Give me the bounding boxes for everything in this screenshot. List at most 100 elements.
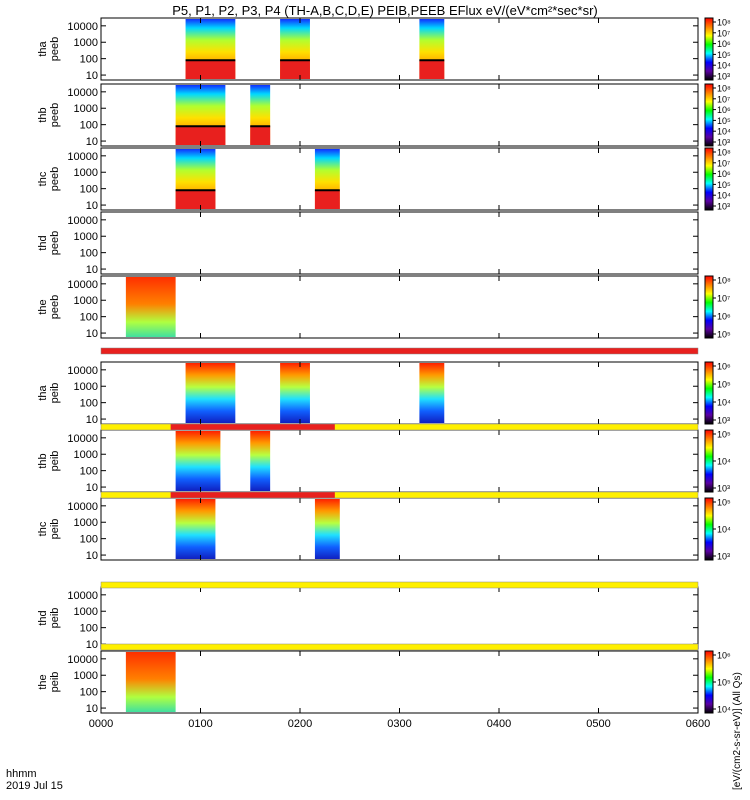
colorbar-tick-label: 10⁷ (717, 94, 730, 104)
low-energy-band (250, 126, 271, 145)
panel-label: peib (49, 672, 61, 693)
flag-bar-0 (100, 347, 699, 355)
colorbar-tick-label: 10⁶ (717, 312, 731, 322)
colorbar (704, 275, 714, 339)
y-tick-label: 10 (86, 200, 98, 212)
y-tick-label: 1000 (74, 37, 98, 49)
panel-thb-peib: 10 100 1000 10000 thb peib 10³ 10⁴ 10⁵ (37, 429, 731, 494)
y-tick-label: 10000 (67, 365, 98, 377)
colorbar-tick-label: 10⁵ (717, 50, 731, 60)
y-tick-label: 100 (80, 534, 98, 546)
x-tick-label: 0400 (487, 718, 511, 730)
chart-title: P5, P1, P2, P3, P4 (TH-A,B,C,D,E) PEIB,P… (172, 3, 598, 18)
y-tick-label: 100 (80, 312, 98, 324)
flag-frame (100, 491, 699, 499)
colorbar-tick-label: 10⁶ (717, 362, 731, 372)
colorbar-tick-label: 10⁴ (717, 127, 731, 137)
low-energy-band (175, 190, 216, 209)
colorbar-tick-label: 10⁴ (717, 457, 731, 467)
flag-segment (101, 644, 698, 650)
y-tick-label: 10000 (67, 654, 98, 666)
panel-label: peeb (49, 167, 61, 191)
y-tick-label: 10000 (67, 215, 98, 227)
flag-segment (101, 424, 698, 430)
flag-bar-1 (100, 423, 699, 431)
colorbar-tick-label: 10⁷ (717, 28, 730, 38)
colorbar (704, 497, 714, 561)
colorbar-tick-label: 10⁴ (717, 705, 731, 715)
colorbar (704, 429, 714, 493)
flag-bar-3 (100, 581, 699, 589)
panel-label: peeb (49, 295, 61, 319)
x-tick-label: 0200 (288, 718, 312, 730)
panel-label: the (37, 674, 49, 689)
data-interval-75-120 (175, 431, 221, 491)
panel-label: peeb (49, 103, 61, 127)
data-interval-85-135 (185, 363, 236, 423)
colorbar-tick-label: 10⁵ (717, 330, 731, 340)
colorbar (704, 361, 714, 425)
y-tick-label: 1000 (74, 295, 98, 307)
panel-label: peeb (49, 231, 61, 255)
panel-thd-peeb: 10 100 1000 10000 thd peeb (37, 211, 699, 276)
x-tick-label: 0600 (686, 718, 710, 730)
data-interval-180-210 (280, 363, 310, 423)
x-tick-label: 0100 (188, 718, 212, 730)
colorbar-tick-label: 10⁵ (717, 430, 731, 440)
panel-label: peib (49, 519, 61, 540)
y-tick-label: 10000 (67, 151, 98, 163)
y-tick-label: 10000 (67, 590, 98, 602)
colorbar-tick-label: 10⁶ (717, 169, 731, 179)
panel-label: thc (37, 171, 49, 186)
y-tick-label: 10000 (67, 87, 98, 99)
panel-label: the (37, 299, 49, 314)
footer-date: 2019 Jul 15 (6, 780, 63, 792)
flag-frame (100, 581, 699, 589)
colorbar-tick-label: 10³ (717, 202, 730, 212)
colorbar-tick-label: 10⁵ (717, 116, 731, 126)
colorbar-tick-label: 10³ (717, 552, 730, 562)
colorbar-tick-label: 10⁴ (717, 525, 731, 535)
colorbar-tick-label: 10³ (717, 138, 730, 148)
y-tick-label: 1000 (74, 670, 98, 682)
y-tick-label: 1000 (74, 517, 98, 529)
y-tick-label: 100 (80, 687, 98, 699)
panel-frame (100, 586, 699, 650)
y-tick-label: 10 (86, 136, 98, 148)
panel-label: tha (37, 40, 49, 56)
y-tick-label: 1000 (74, 449, 98, 461)
flag-segment (170, 492, 335, 498)
footer-time-format: hhmm (6, 768, 37, 780)
y-tick-label: 100 (80, 398, 98, 410)
colorbar-tick-label: 10⁶ (717, 105, 731, 115)
colorbar-tick-label: 10⁸ (717, 276, 731, 286)
y-tick-label: 100 (80, 120, 98, 132)
colorbar-tick-label: 10³ (717, 416, 730, 426)
y-tick-label: 10 (86, 550, 98, 562)
panel-frame (100, 650, 699, 714)
panel-tha-peib: 10 100 1000 10000 tha peib 10³ 10⁴ 10⁵ 10⁶ (37, 361, 731, 426)
colorbar-unit-label: [eV/(cm2-s-sr-eV)] (All Qs) (732, 672, 743, 790)
colorbar-tick-label: 10⁸ (717, 148, 731, 158)
x-axis: 0000 0100 0200 0300 0400 0500 0600 (89, 718, 710, 730)
panel-label: thd (37, 610, 49, 625)
x-tick-label: 0500 (586, 718, 610, 730)
low-energy-band (175, 126, 226, 145)
data-interval-215-240 (314, 499, 340, 559)
y-tick-label: 100 (80, 184, 98, 196)
data-interval-25-75 (125, 277, 176, 337)
panel-label: peib (49, 608, 61, 629)
y-tick-label: 1000 (74, 103, 98, 115)
y-tick-label: 10 (86, 482, 98, 494)
colorbar (704, 147, 714, 211)
low-energy-band (185, 60, 236, 79)
colorbar-tick-label: 10⁴ (717, 61, 731, 71)
colorbar-tick-label: 10⁵ (717, 180, 731, 190)
low-energy-band (419, 60, 445, 79)
colorbar-tick-label: 10⁶ (717, 651, 731, 661)
flag-segment (101, 348, 698, 354)
flag-frame (100, 423, 699, 431)
